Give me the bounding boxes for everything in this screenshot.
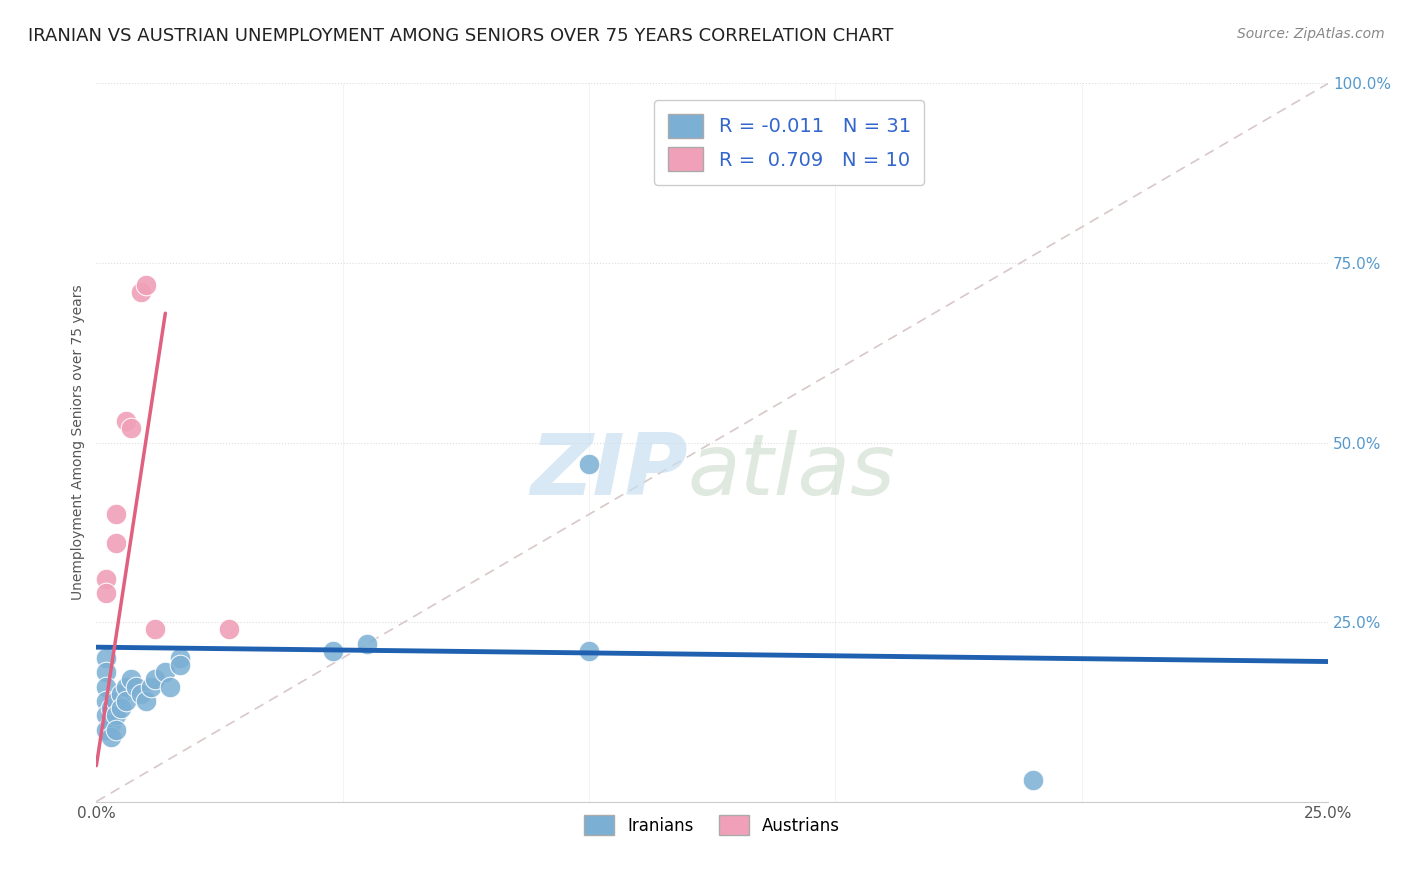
- Point: [105, 536, 128, 550]
- Point: [96, 708, 118, 723]
- Point: [96, 694, 118, 708]
- Legend: Iranians, Austrians: Iranians, Austrians: [576, 806, 849, 844]
- Point: [169, 658, 191, 673]
- Point: [322, 644, 344, 658]
- Point: [578, 644, 600, 658]
- Point: [105, 694, 128, 708]
- Text: Source: ZipAtlas.com: Source: ZipAtlas.com: [1237, 27, 1385, 41]
- Point: [145, 673, 167, 687]
- Point: [135, 694, 157, 708]
- Point: [110, 701, 132, 715]
- Point: [105, 708, 128, 723]
- Point: [100, 701, 122, 715]
- Point: [1021, 772, 1043, 787]
- Text: ZIP: ZIP: [530, 430, 688, 513]
- Point: [105, 723, 128, 737]
- Point: [155, 665, 177, 680]
- Text: atlas: atlas: [688, 430, 896, 513]
- Point: [100, 730, 122, 744]
- Y-axis label: Unemployment Among Seniors over 75 years: Unemployment Among Seniors over 75 years: [72, 285, 86, 600]
- Point: [169, 651, 191, 665]
- Point: [96, 680, 118, 694]
- Point: [96, 586, 118, 600]
- Point: [96, 572, 118, 586]
- Point: [115, 694, 138, 708]
- Point: [129, 285, 152, 299]
- Point: [125, 680, 148, 694]
- Point: [356, 637, 378, 651]
- Point: [115, 680, 138, 694]
- Point: [129, 687, 152, 701]
- Point: [139, 680, 162, 694]
- Point: [96, 651, 118, 665]
- Point: [159, 680, 181, 694]
- Point: [100, 715, 122, 730]
- Point: [120, 421, 142, 435]
- Point: [218, 622, 240, 636]
- Point: [120, 673, 142, 687]
- Point: [105, 508, 128, 522]
- Text: IRANIAN VS AUSTRIAN UNEMPLOYMENT AMONG SENIORS OVER 75 YEARS CORRELATION CHART: IRANIAN VS AUSTRIAN UNEMPLOYMENT AMONG S…: [28, 27, 893, 45]
- Point: [96, 723, 118, 737]
- Point: [96, 665, 118, 680]
- Point: [135, 277, 157, 292]
- Point: [115, 414, 138, 428]
- Point: [578, 457, 600, 471]
- Point: [110, 687, 132, 701]
- Point: [145, 622, 167, 636]
